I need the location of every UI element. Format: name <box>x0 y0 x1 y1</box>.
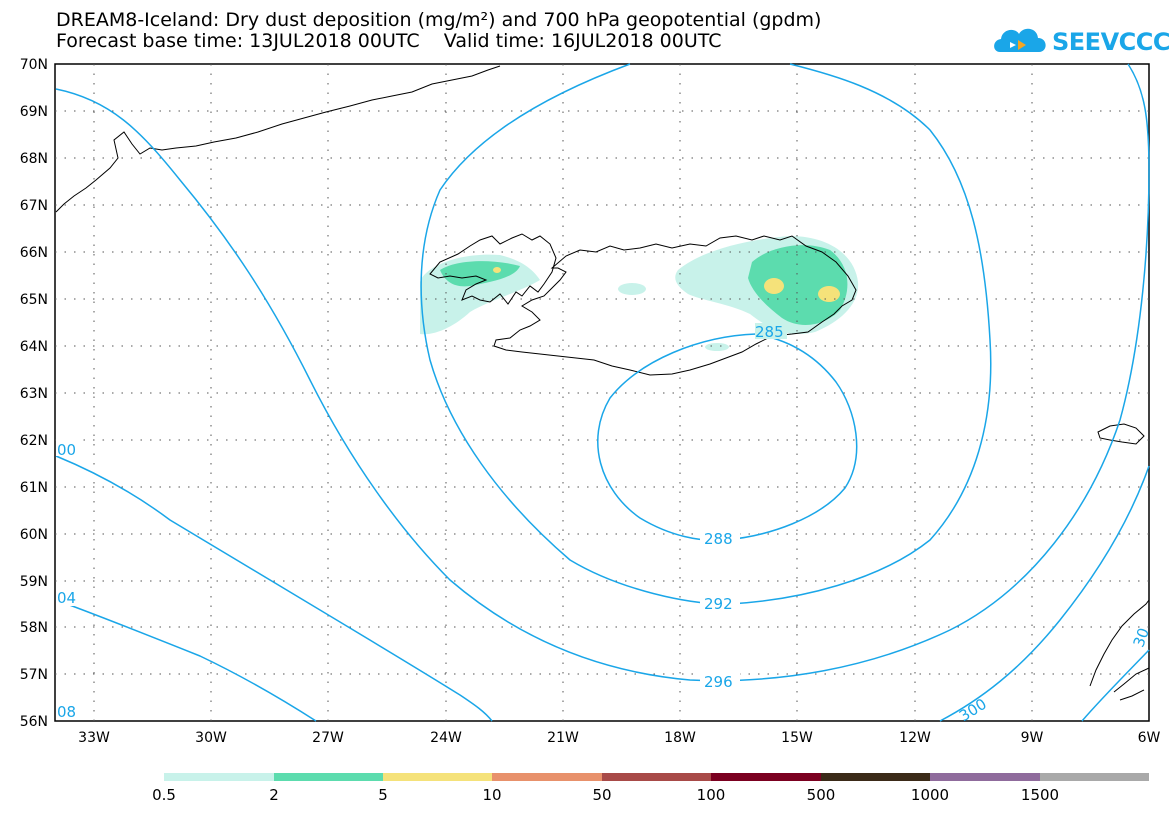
legend-label: 5 <box>378 786 388 804</box>
lat-label: 61N <box>20 480 48 496</box>
contour-label-04: 04 <box>57 589 76 607</box>
longitude-labels: 33W 30W 27W 24W 21W 18W 15W 12W 9W 6W <box>78 730 1160 746</box>
map-title: DREAM8-Iceland: Dry dust deposition (mg/… <box>56 10 821 52</box>
lon-label: 33W <box>78 730 110 746</box>
greenland-coastline <box>55 65 501 213</box>
contour-label-288: 288 <box>704 530 733 548</box>
dust-area-2 <box>440 261 520 287</box>
iceland-coastline <box>429 233 857 376</box>
dust-area-2 <box>748 245 848 325</box>
lat-label: 65N <box>20 292 48 308</box>
lat-label: 56N <box>20 714 48 730</box>
lat-label: 66N <box>20 245 48 261</box>
contour-label-30: 30 <box>1130 626 1153 650</box>
lon-label: 18W <box>664 730 696 746</box>
legend-label: 10 <box>482 786 501 804</box>
faroe-islands-coastline <box>1097 423 1145 445</box>
legend-label: 1000 <box>911 786 949 804</box>
legend-label: 2 <box>269 786 279 804</box>
legend-label: 500 <box>807 786 836 804</box>
legend-swatch <box>274 773 383 781</box>
contour-label-00: 00 <box>57 441 76 459</box>
dust-area-5 <box>818 286 840 302</box>
cloud-icon <box>994 28 1046 52</box>
scotland-coastline <box>1089 599 1150 701</box>
dust-area-5 <box>493 267 501 273</box>
legend-label: 50 <box>592 786 611 804</box>
legend-swatch <box>711 773 821 781</box>
lon-label: 24W <box>430 730 462 746</box>
legend-swatch <box>930 773 1040 781</box>
title-line-1: DREAM8-Iceland: Dry dust deposition (mg/… <box>56 9 822 31</box>
lat-label: 60N <box>20 527 48 543</box>
legend-swatch <box>383 773 492 781</box>
latitude-labels: 70N 69N 68N 67N 66N 65N 64N 63N 62N 61N … <box>20 57 48 730</box>
lon-label: 9W <box>1021 730 1044 746</box>
dust-deposition-layer <box>420 236 859 351</box>
lat-label: 57N <box>20 667 48 683</box>
dust-area-5 <box>764 278 784 294</box>
dust-area-0.5 <box>618 283 646 295</box>
map-frame <box>54 63 1150 722</box>
legend-label: 100 <box>697 786 726 804</box>
lat-label: 67N <box>20 198 48 214</box>
contour-label-08: 08 <box>57 703 76 721</box>
contour-296 <box>55 63 1150 682</box>
lon-label: 12W <box>899 730 931 746</box>
title-line-2: Forecast base time: 13JUL2018 00UTC Vali… <box>56 30 722 52</box>
contour-label-296: 296 <box>704 673 733 691</box>
lat-label: 62N <box>20 433 48 449</box>
lat-label: 58N <box>20 620 48 636</box>
legend-swatch <box>1040 773 1149 781</box>
lon-label: 30W <box>195 730 227 746</box>
lon-label: 27W <box>312 730 344 746</box>
lat-label: 70N <box>20 57 48 73</box>
legend-swatch <box>492 773 602 781</box>
contour-label-292: 292 <box>704 595 733 613</box>
legend-label: 1500 <box>1021 786 1059 804</box>
lat-label: 64N <box>20 339 48 355</box>
lat-label: 59N <box>20 574 48 590</box>
coastlines <box>55 65 1150 701</box>
contour-300 <box>55 455 493 722</box>
legend-labels: 0.5 2 5 10 50 100 500 1000 1500 <box>152 786 1059 804</box>
contour-304-east <box>1081 649 1150 722</box>
legend-swatch <box>164 773 274 781</box>
seevccc-logo: SEEVCCC <box>990 18 1171 62</box>
lon-label: 15W <box>781 730 813 746</box>
legend-colorbar <box>164 773 1149 781</box>
contour-300-east <box>939 465 1150 722</box>
lat-label: 68N <box>20 151 48 167</box>
logo-text: SEEVCCC <box>1052 28 1171 56</box>
contour-label-285: 285 <box>755 323 784 341</box>
lat-label: 69N <box>20 104 48 120</box>
legend-swatch <box>821 773 930 781</box>
lon-label: 21W <box>547 730 579 746</box>
dust-area-0.5 <box>705 343 729 351</box>
lon-label: 6W <box>1138 730 1161 746</box>
legend-swatch <box>602 773 711 781</box>
legend-label: 0.5 <box>152 786 176 804</box>
contour-304 <box>55 599 317 722</box>
lat-label: 63N <box>20 386 48 402</box>
